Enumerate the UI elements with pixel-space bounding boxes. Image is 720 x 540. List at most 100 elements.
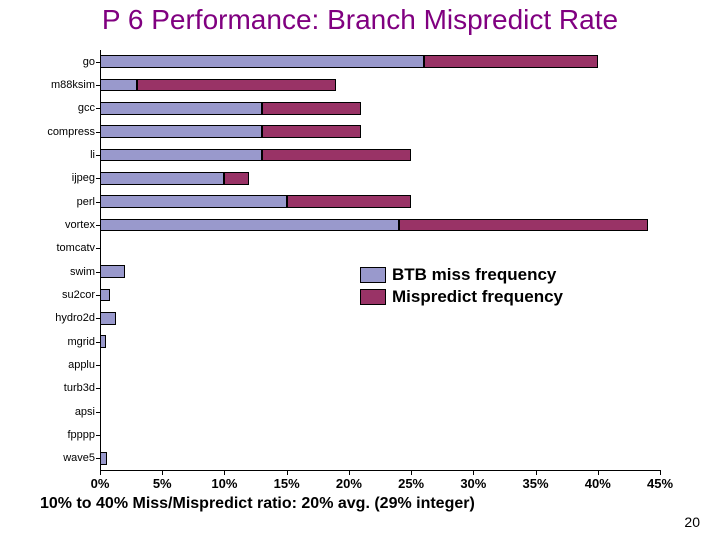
bar-mispredict	[262, 102, 362, 115]
y-tick	[96, 295, 100, 296]
plot-area: 0%5%10%15%20%25%30%35%40%45%gom88ksimgcc…	[100, 50, 660, 470]
x-tick	[349, 470, 350, 475]
category-label: fpppp	[67, 429, 95, 441]
bar-btb	[100, 452, 107, 465]
bar-btb	[100, 172, 224, 185]
bar-row: turb3d	[100, 382, 660, 395]
bar-btb	[100, 312, 116, 325]
bar-row: perl	[100, 195, 660, 208]
category-label: turb3d	[64, 382, 95, 394]
category-label: apsi	[75, 406, 95, 418]
x-tick-label: 15%	[274, 476, 300, 491]
category-label: wave5	[63, 452, 95, 464]
category-label: swim	[70, 266, 95, 278]
bar-btb	[100, 125, 262, 138]
page-number: 20	[684, 514, 700, 530]
legend: BTB miss frequencyMispredict frequency	[360, 265, 563, 309]
x-tick-label: 25%	[398, 476, 424, 491]
x-tick	[536, 470, 537, 475]
x-tick-label: 45%	[647, 476, 673, 491]
bar-row: m88ksim	[100, 79, 660, 92]
bar-mispredict	[262, 149, 411, 162]
bar-row: gcc	[100, 102, 660, 115]
chart: 0%5%10%15%20%25%30%35%40%45%gom88ksimgcc…	[100, 50, 660, 470]
y-tick	[96, 108, 100, 109]
category-label: mgrid	[67, 336, 95, 348]
x-tick-label: 40%	[585, 476, 611, 491]
bar-row: fpppp	[100, 429, 660, 442]
x-tick	[598, 470, 599, 475]
bar-btb	[100, 219, 399, 232]
x-tick-label: 35%	[523, 476, 549, 491]
y-tick	[96, 85, 100, 86]
y-tick	[96, 412, 100, 413]
bar-row: go	[100, 55, 660, 68]
y-tick	[96, 202, 100, 203]
y-tick	[96, 225, 100, 226]
bar-mispredict	[287, 195, 411, 208]
category-label: gcc	[78, 102, 95, 114]
y-tick	[96, 342, 100, 343]
legend-swatch	[360, 289, 386, 305]
y-tick	[96, 388, 100, 389]
category-label: li	[90, 149, 95, 161]
legend-swatch	[360, 267, 386, 283]
legend-label: Mispredict frequency	[392, 287, 563, 307]
category-label: su2cor	[62, 289, 95, 301]
x-tick	[473, 470, 474, 475]
bar-row: apsi	[100, 405, 660, 418]
x-tick-label: 20%	[336, 476, 362, 491]
y-tick	[96, 272, 100, 273]
bar-btb	[100, 55, 424, 68]
caption: 10% to 40% Miss/Mispredict ratio: 20% av…	[40, 495, 475, 513]
category-label: m88ksim	[51, 79, 95, 91]
category-label: compress	[47, 126, 95, 138]
bar-mispredict	[399, 219, 648, 232]
bar-row: vortex	[100, 219, 660, 232]
category-label: ijpeg	[72, 172, 95, 184]
slide-title: P 6 Performance: Branch Mispredict Rate	[0, 4, 720, 36]
x-tick-label: 5%	[153, 476, 172, 491]
bar-btb	[100, 102, 262, 115]
y-tick	[96, 248, 100, 249]
y-tick	[96, 318, 100, 319]
y-tick	[96, 62, 100, 63]
bar-row: applu	[100, 359, 660, 372]
x-tick	[162, 470, 163, 475]
category-label: applu	[68, 359, 95, 371]
y-tick	[96, 458, 100, 459]
bar-row: tomcatv	[100, 242, 660, 255]
bar-row: wave5	[100, 452, 660, 465]
bar-btb	[100, 265, 125, 278]
y-tick	[96, 178, 100, 179]
bar-btb	[100, 149, 262, 162]
x-tick	[660, 470, 661, 475]
bar-btb	[100, 335, 106, 348]
x-tick	[224, 470, 225, 475]
category-label: perl	[77, 196, 95, 208]
bar-mispredict	[262, 125, 362, 138]
x-axis	[100, 470, 660, 471]
bar-row: mgrid	[100, 335, 660, 348]
legend-item: Mispredict frequency	[360, 287, 563, 307]
bar-row: compress	[100, 125, 660, 138]
legend-item: BTB miss frequency	[360, 265, 563, 285]
category-label: vortex	[65, 219, 95, 231]
bar-mispredict	[137, 79, 336, 92]
bar-row: hydro2d	[100, 312, 660, 325]
y-tick	[96, 365, 100, 366]
category-label: go	[83, 56, 95, 68]
x-tick	[411, 470, 412, 475]
bar-btb	[100, 195, 287, 208]
category-label: tomcatv	[56, 242, 95, 254]
y-tick	[96, 132, 100, 133]
bar-row: ijpeg	[100, 172, 660, 185]
y-tick	[96, 155, 100, 156]
x-tick-label: 30%	[460, 476, 486, 491]
x-tick	[100, 470, 101, 475]
legend-label: BTB miss frequency	[392, 265, 556, 285]
bar-mispredict	[224, 172, 249, 185]
category-label: hydro2d	[55, 312, 95, 324]
bar-btb	[100, 79, 137, 92]
x-tick-label: 0%	[91, 476, 110, 491]
